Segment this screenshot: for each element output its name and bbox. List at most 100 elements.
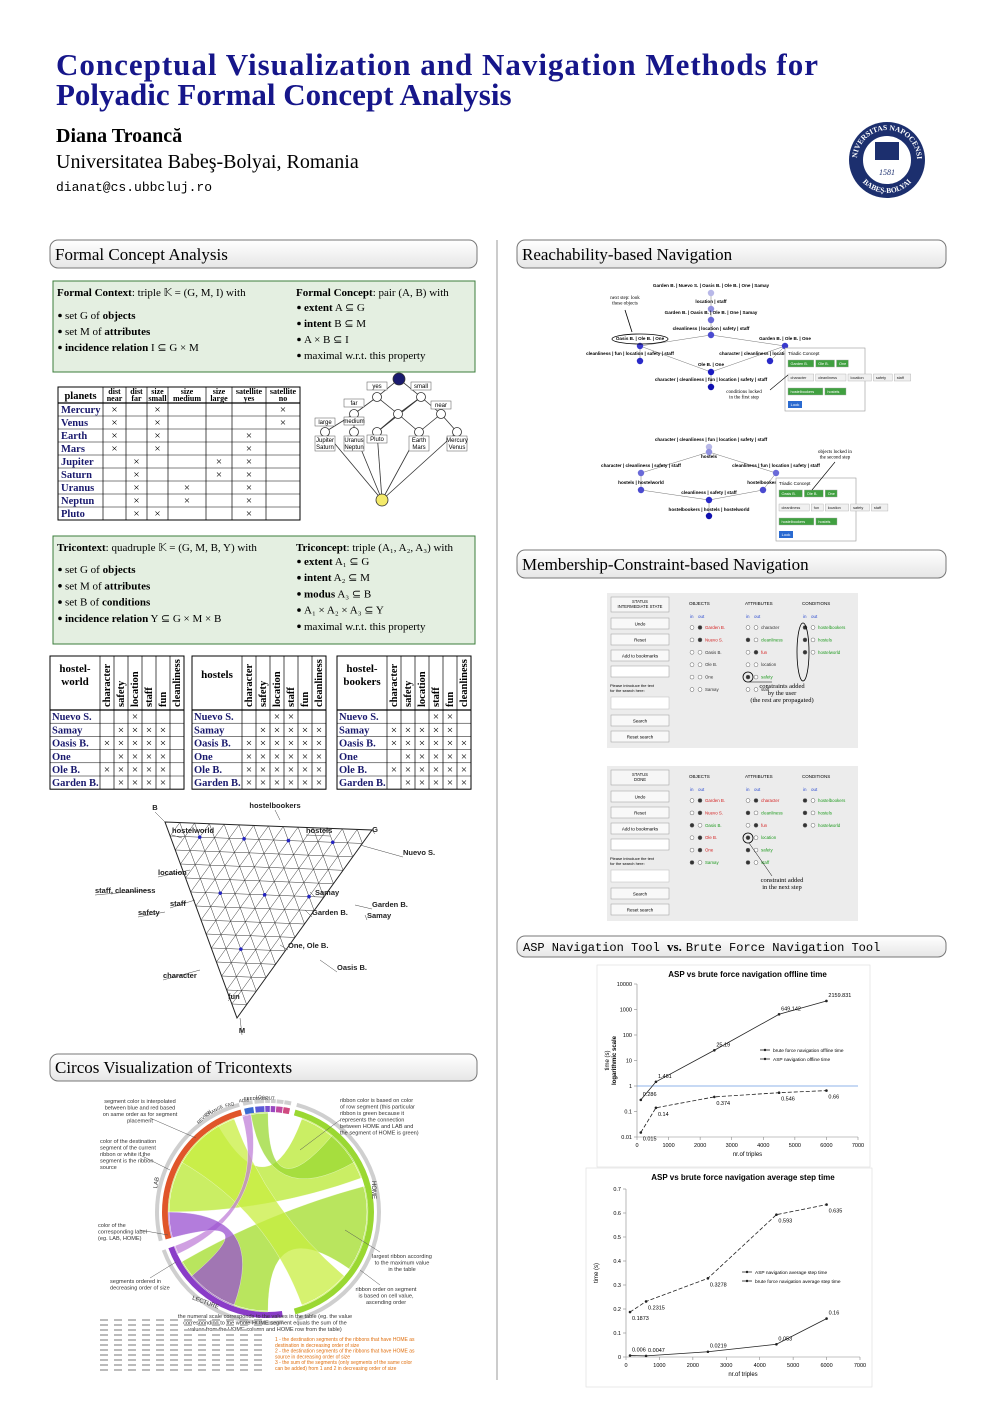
circos-segment [244, 1107, 255, 1115]
radio-in[interactable] [689, 847, 695, 853]
radio-out[interactable] [753, 674, 759, 680]
radio-out[interactable] [810, 798, 816, 803]
radio-out[interactable] [753, 650, 759, 655]
radio-in[interactable] [802, 823, 808, 828]
radio-out[interactable] [753, 835, 759, 840]
button[interactable] [610, 649, 670, 662]
radio-out[interactable] [697, 687, 703, 692]
bullet [58, 616, 62, 621]
cross: × [302, 724, 308, 736]
radio-in[interactable] [802, 637, 808, 643]
radio-out[interactable] [697, 637, 703, 643]
search-input[interactable] [610, 869, 670, 883]
cross: × [405, 724, 411, 736]
radio-out[interactable] [753, 860, 759, 865]
radio-in[interactable] [745, 810, 751, 816]
button[interactable] [610, 617, 670, 630]
radio-in[interactable] [689, 687, 695, 692]
radio-in[interactable] [689, 625, 695, 630]
radio-in[interactable] [802, 798, 808, 803]
radio-out[interactable] [753, 798, 759, 803]
y-tick-label: 100 [623, 1033, 632, 1039]
radio-out[interactable] [697, 823, 703, 828]
lattice-node [393, 409, 403, 419]
radio-out[interactable] [753, 662, 759, 667]
radio-out[interactable] [753, 687, 759, 692]
radio-out[interactable] [810, 823, 816, 828]
radio-in[interactable] [745, 625, 751, 630]
radio-in[interactable] [802, 810, 808, 816]
radio-out[interactable] [697, 625, 703, 630]
radio-in[interactable] [745, 687, 751, 692]
radio-in[interactable] [745, 650, 751, 655]
radio-out[interactable] [753, 810, 759, 816]
object-name: Uranus [61, 483, 94, 494]
button[interactable] [610, 887, 670, 900]
button[interactable] [610, 806, 670, 819]
radio-out[interactable] [697, 674, 703, 680]
graph-node [781, 342, 789, 350]
radio-out[interactable] [753, 847, 759, 853]
search-input[interactable] [610, 696, 670, 710]
data-point [706, 1350, 710, 1354]
look-button[interactable] [788, 401, 802, 408]
radio-in[interactable] [745, 674, 751, 680]
data-label: 0.546 [781, 1097, 795, 1103]
cross: × [184, 482, 190, 494]
cross: × [146, 777, 152, 789]
object-name: Ole B. [339, 765, 367, 776]
button[interactable] [610, 730, 670, 743]
radio-in[interactable] [689, 637, 695, 643]
lattice-label: hostelworld [172, 826, 215, 835]
button[interactable] [610, 714, 670, 727]
button[interactable] [610, 633, 670, 646]
radio-out[interactable] [810, 650, 816, 655]
cross: × [433, 764, 439, 776]
lattice-label-box [446, 435, 468, 452]
radio-in[interactable] [745, 798, 751, 803]
radio-out[interactable] [810, 810, 816, 816]
radio-in[interactable] [745, 823, 751, 828]
radio-in[interactable] [689, 835, 695, 840]
radio-in[interactable] [689, 798, 695, 803]
dropdown[interactable] [610, 665, 670, 678]
button[interactable] [610, 903, 670, 916]
button[interactable] [610, 790, 670, 803]
radio-out[interactable] [753, 637, 759, 643]
cross: × [461, 777, 467, 789]
radio-out[interactable] [697, 798, 703, 803]
radio-in[interactable] [745, 835, 751, 840]
radio-in[interactable] [689, 674, 695, 680]
y-tick-label: 0.3 [613, 1283, 621, 1289]
radio-in[interactable] [689, 810, 695, 816]
item-bold: modus [304, 588, 336, 600]
radio-out[interactable] [697, 650, 703, 655]
radio-out[interactable] [697, 847, 703, 853]
radio-in[interactable] [745, 847, 751, 853]
radio-out[interactable] [697, 810, 703, 816]
radio-out[interactable] [810, 637, 816, 643]
radio-out[interactable] [697, 662, 703, 667]
radio-out[interactable] [753, 823, 759, 828]
cross: × [118, 738, 124, 750]
radio-in[interactable] [802, 650, 808, 655]
radio-out[interactable] [810, 625, 816, 630]
lattice-label: One, Ole B. [288, 941, 328, 950]
dropdown[interactable] [610, 838, 670, 851]
radio-in[interactable] [745, 662, 751, 667]
radio-in[interactable] [745, 860, 751, 865]
item-text: I ⊆ G × M [148, 342, 199, 354]
radio-in[interactable] [689, 860, 695, 865]
radio-out[interactable] [753, 625, 759, 630]
look-button[interactable] [779, 531, 793, 538]
object-name: Nuevo S. [52, 712, 92, 723]
radio-in[interactable] [689, 662, 695, 667]
radio-in[interactable] [745, 637, 751, 643]
radio-out[interactable] [697, 860, 703, 865]
button[interactable] [610, 822, 670, 835]
radio-in[interactable] [689, 650, 695, 655]
lattice-label: G [372, 825, 378, 834]
radio-in[interactable] [689, 823, 695, 828]
radio-out[interactable] [697, 835, 703, 840]
bullet [297, 337, 301, 342]
